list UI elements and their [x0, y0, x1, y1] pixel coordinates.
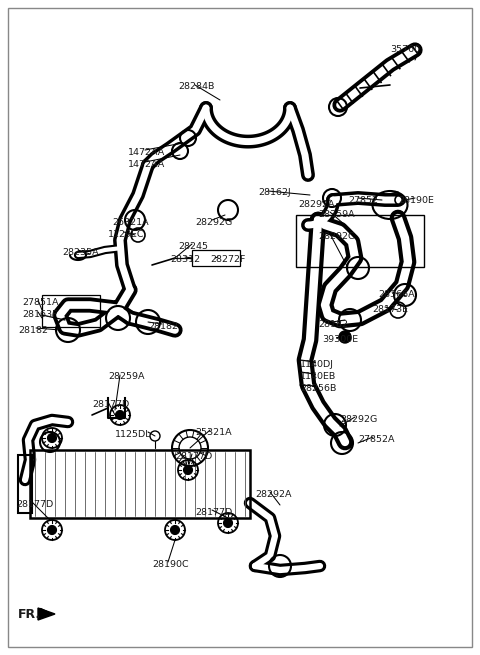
Circle shape	[183, 466, 192, 474]
Text: 28163F: 28163F	[22, 310, 58, 319]
Polygon shape	[38, 608, 55, 620]
Text: 28190E: 28190E	[398, 196, 434, 205]
Bar	[18, 455, 32, 513]
Text: 28292G: 28292G	[340, 415, 377, 424]
Text: 39300E: 39300E	[322, 335, 358, 344]
Text: 27852: 27852	[348, 196, 378, 205]
Circle shape	[170, 525, 180, 534]
Text: 35760: 35760	[390, 45, 420, 54]
Text: 1129EC: 1129EC	[108, 230, 144, 239]
Circle shape	[116, 411, 124, 419]
Text: 1472AA: 1472AA	[128, 160, 165, 169]
Text: 1125DL: 1125DL	[115, 430, 152, 439]
Text: 1140EB: 1140EB	[300, 372, 336, 381]
Text: 28190C: 28190C	[152, 560, 189, 569]
Text: 26321A: 26321A	[112, 218, 149, 227]
Text: 28359A: 28359A	[318, 210, 355, 219]
Text: 1140DJ: 1140DJ	[300, 360, 334, 369]
Text: 28235A: 28235A	[62, 248, 98, 257]
Text: 28173E: 28173E	[372, 305, 408, 314]
Text: 27851A: 27851A	[22, 298, 59, 307]
Text: 28256B: 28256B	[300, 384, 336, 393]
Text: 28292C: 28292C	[318, 232, 355, 241]
Circle shape	[48, 434, 57, 443]
Text: 28259A: 28259A	[108, 372, 144, 381]
Text: 28162J: 28162J	[258, 188, 291, 197]
Text: 28182: 28182	[318, 320, 348, 329]
Text: 27852A: 27852A	[358, 435, 395, 444]
Text: 1472AA: 1472AA	[128, 148, 165, 157]
Text: 28177D: 28177D	[92, 400, 129, 409]
Text: 28182: 28182	[148, 322, 178, 331]
Text: 28245: 28245	[178, 242, 208, 251]
Text: 25321A: 25321A	[195, 428, 232, 437]
Circle shape	[48, 525, 57, 534]
Text: 28182: 28182	[18, 326, 48, 335]
Text: FR.: FR.	[18, 608, 41, 621]
Text: 28177D: 28177D	[195, 508, 232, 517]
Text: 28312: 28312	[170, 255, 200, 264]
Text: 28272F: 28272F	[210, 255, 245, 264]
Text: 28292G: 28292G	[195, 218, 232, 227]
Text: 28292A: 28292A	[298, 200, 335, 209]
Bar	[192, 250, 240, 266]
Circle shape	[339, 331, 351, 343]
Text: 28292A: 28292A	[255, 490, 291, 499]
Bar	[296, 215, 424, 267]
Bar	[42, 295, 100, 327]
Bar	[30, 450, 250, 518]
Text: 28177D: 28177D	[175, 452, 212, 461]
Text: 28177D: 28177D	[16, 500, 53, 509]
Text: 28366A: 28366A	[378, 290, 415, 299]
Text: 28284B: 28284B	[178, 82, 215, 91]
Circle shape	[224, 519, 232, 527]
